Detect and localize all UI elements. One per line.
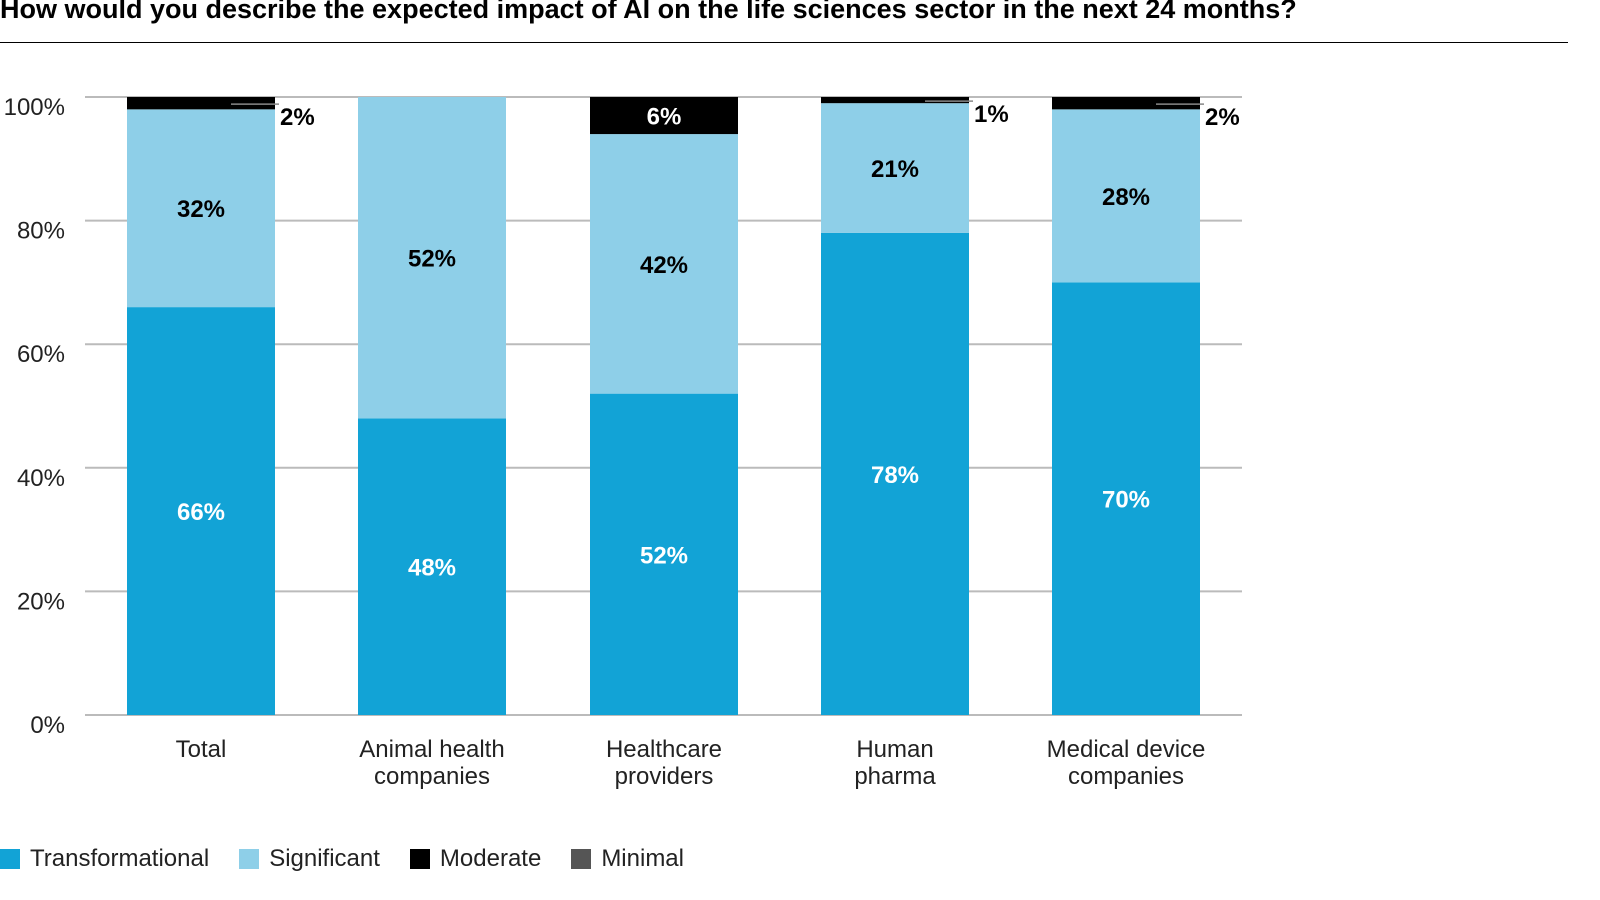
x-tick-label: pharma xyxy=(854,763,936,790)
x-tick-label: companies xyxy=(374,763,490,790)
data-label: 52% xyxy=(640,542,688,569)
legend-item: Minimal xyxy=(571,845,684,873)
y-tick-label: 80% xyxy=(17,218,65,245)
bar-segment xyxy=(590,134,738,394)
x-tick-label: Animal health xyxy=(359,736,504,763)
x-tick-label: companies xyxy=(1068,763,1184,790)
data-label: 70% xyxy=(1102,487,1150,514)
data-label: 28% xyxy=(1102,184,1150,211)
data-label: 6% xyxy=(647,104,682,131)
data-label: 2% xyxy=(1205,104,1240,131)
legend-swatch xyxy=(239,849,260,869)
bar-segment xyxy=(1052,282,1200,715)
legend-swatch xyxy=(571,849,592,869)
y-tick-label: 0% xyxy=(30,712,65,739)
y-tick-label: 60% xyxy=(17,341,65,368)
chart-title: How would you describe the expected impa… xyxy=(0,0,1297,24)
legend-item: Significant xyxy=(239,845,380,873)
bar-segment xyxy=(590,97,738,135)
data-label: 52% xyxy=(408,246,456,273)
y-tick-label: 40% xyxy=(17,465,65,492)
data-label: 2% xyxy=(280,104,315,131)
data-label: 21% xyxy=(871,156,919,183)
x-tick-label: Medical device xyxy=(1047,736,1206,763)
x-tick-label: Human xyxy=(856,736,933,763)
legend-label: Transformational xyxy=(30,845,210,872)
data-label: 32% xyxy=(177,196,225,223)
legend-item: Transformational xyxy=(0,845,209,873)
legend: Transformational Significant Moderate Minim… xyxy=(0,845,684,873)
x-tick-label: Healthcare xyxy=(606,736,722,763)
bar-segment xyxy=(358,418,506,715)
bar-segment xyxy=(821,97,969,104)
x-tick-label: providers xyxy=(615,763,714,790)
y-tick-label: 20% xyxy=(17,588,65,615)
bar-segment xyxy=(127,109,275,308)
legend-swatch xyxy=(409,849,430,869)
data-label: 48% xyxy=(408,555,456,582)
x-tick-label: Total xyxy=(176,736,227,763)
legend-swatch xyxy=(0,849,20,869)
data-label: 42% xyxy=(640,252,688,279)
y-tick-label: 100% xyxy=(4,94,65,121)
legend-item: Moderate xyxy=(409,845,542,873)
bar-segment xyxy=(1052,109,1200,283)
bar-segment xyxy=(1052,97,1200,110)
data-label: 78% xyxy=(871,462,919,489)
title-divider xyxy=(0,42,1568,43)
bar-segment xyxy=(127,97,275,110)
bar-segment xyxy=(821,232,969,715)
legend-label: Significant xyxy=(269,845,380,872)
bar-segment xyxy=(590,393,738,715)
legend-label: Minimal xyxy=(601,845,684,872)
bar-segment xyxy=(821,103,969,233)
bar-segment xyxy=(358,97,506,419)
data-label: 66% xyxy=(177,499,225,526)
data-label: 1% xyxy=(974,101,1009,128)
bar-segment xyxy=(127,307,275,715)
legend-label: Moderate xyxy=(439,845,542,872)
